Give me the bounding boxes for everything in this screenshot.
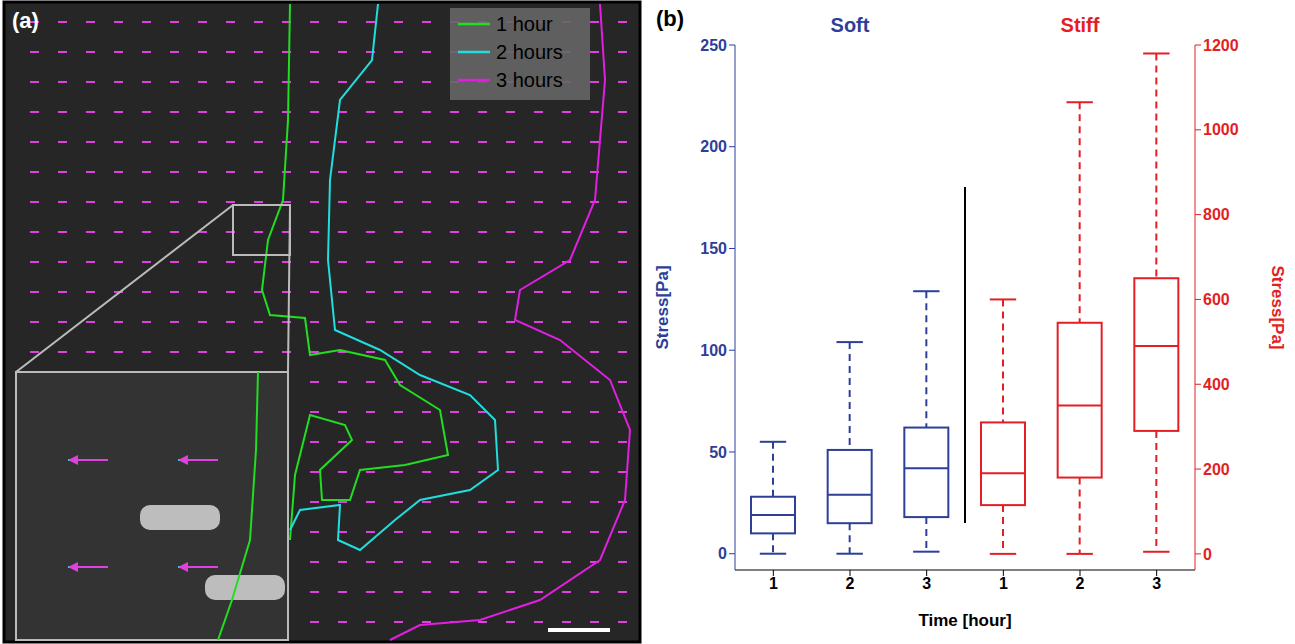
svg-text:2: 2 xyxy=(846,575,855,592)
svg-text:800: 800 xyxy=(1203,206,1230,223)
svg-text:200: 200 xyxy=(1203,461,1230,478)
svg-text:(a): (a) xyxy=(12,8,39,33)
svg-text:3: 3 xyxy=(922,575,931,592)
svg-text:1 hour: 1 hour xyxy=(496,13,553,35)
html-text:Stiff: Stiff xyxy=(1060,14,1100,36)
svg-text:Stress[Pa]: Stress[Pa] xyxy=(653,265,672,349)
svg-text:2: 2 xyxy=(1076,575,1085,592)
svg-text:400: 400 xyxy=(1203,376,1230,393)
svg-text:1000: 1000 xyxy=(1203,121,1239,138)
svg-text:0: 0 xyxy=(718,545,727,562)
svg-text:3 hours: 3 hours xyxy=(496,69,563,91)
svg-text:1: 1 xyxy=(769,575,778,592)
svg-text:Time [hour]: Time [hour] xyxy=(918,611,1011,630)
svg-text:2 hours: 2 hours xyxy=(496,41,563,63)
svg-text:1200: 1200 xyxy=(1203,37,1239,54)
svg-text:600: 600 xyxy=(1203,291,1230,308)
html-text:Soft: Soft xyxy=(830,14,870,36)
svg-text:0: 0 xyxy=(1203,546,1212,563)
svg-text:150: 150 xyxy=(700,240,727,257)
svg-text:100: 100 xyxy=(700,342,727,359)
svg-text:250: 250 xyxy=(700,37,727,54)
svg-text:3: 3 xyxy=(1152,575,1161,592)
svg-text:200: 200 xyxy=(700,138,727,155)
svg-text:50: 50 xyxy=(709,444,727,461)
html-text:(b): (b) xyxy=(656,6,685,31)
svg-text:1: 1 xyxy=(999,575,1008,592)
svg-text:Stress[Pa]: Stress[Pa] xyxy=(1268,265,1287,349)
